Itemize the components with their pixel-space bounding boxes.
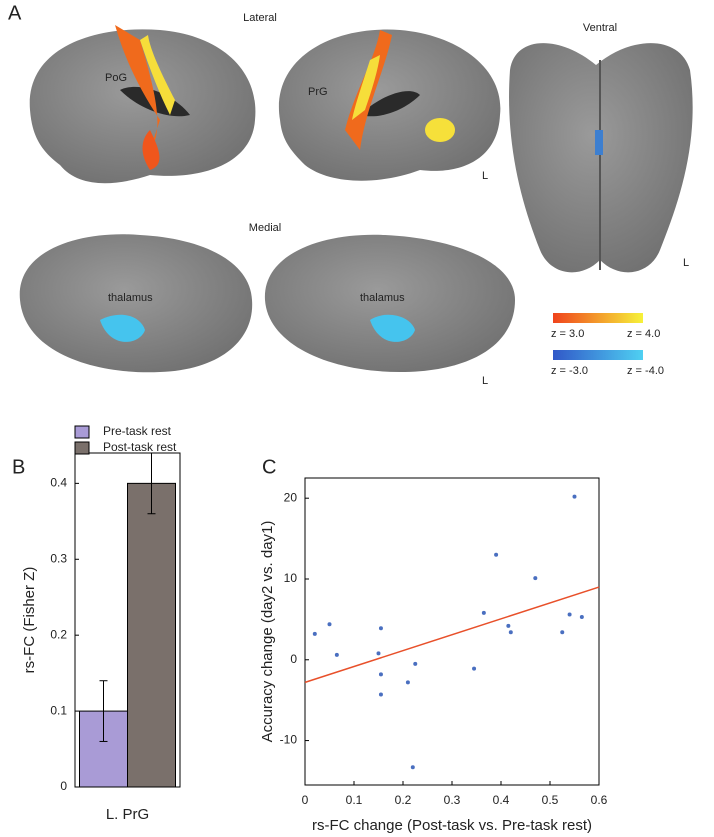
- scatter-point: [533, 576, 538, 581]
- activation: [142, 130, 160, 170]
- scatter-point: [567, 612, 572, 617]
- hemisphere-label: L: [482, 170, 488, 182]
- fit-line: [304, 586, 600, 684]
- activation: [140, 35, 175, 115]
- x-tick-label: 0.1: [346, 793, 363, 807]
- legend-label: Pre-task rest: [103, 424, 172, 438]
- scatter-point: [494, 552, 499, 557]
- view-label: Ventral: [583, 22, 617, 34]
- panel-label: B: [12, 456, 25, 478]
- colorbar-positive: [553, 313, 643, 323]
- colorbar-label: z = -3.0: [551, 365, 588, 377]
- x-tick-label: 0.3: [444, 793, 461, 807]
- scatter-point: [506, 623, 511, 628]
- hemisphere-label: L: [683, 257, 689, 269]
- charts: B 0 0.1 0.2 0.3 0.4 rs-FC (Fisher Z) L. PrG Pre-…: [12, 424, 608, 834]
- sulcus: [360, 91, 420, 117]
- x-tick-label: 0.2: [395, 793, 412, 807]
- scatter-point: [334, 652, 339, 657]
- scatter-point: [472, 666, 477, 671]
- y-axis-label: rs-FC (Fisher Z): [21, 567, 38, 674]
- y-tick-label: 10: [284, 571, 298, 585]
- y-tick-label: 0.1: [50, 703, 67, 717]
- colorbar-label: z = 4.0: [627, 328, 660, 340]
- y-tick-label: 0: [60, 779, 67, 793]
- activation: [595, 130, 603, 155]
- x-tick-label: 0.4: [493, 793, 510, 807]
- scatter-point: [405, 680, 410, 685]
- colorbar-label: z = -4.0: [627, 365, 664, 377]
- brain-medial-left: [19, 234, 253, 373]
- y-tick-label: 0.4: [50, 476, 67, 490]
- region-label: thalamus: [108, 292, 153, 304]
- region-label: thalamus: [360, 292, 405, 304]
- legend-swatch: [74, 425, 90, 439]
- y-tick-label: 0: [290, 652, 297, 666]
- brain-medial-right: [264, 234, 515, 372]
- x-tick-label: 0.6: [591, 793, 608, 807]
- region-label: PrG: [308, 86, 328, 98]
- thalamus-activation: [370, 314, 415, 342]
- activation: [425, 118, 455, 142]
- scatter-point: [378, 672, 383, 677]
- y-tick-label: -10: [280, 733, 298, 747]
- x-axis-label: rs-FC change (Post-task vs. Pre-task res…: [312, 817, 592, 834]
- bar: [127, 482, 176, 788]
- scatter-point: [508, 630, 513, 635]
- legend-swatch: [74, 441, 90, 455]
- view-label: Medial: [249, 222, 281, 234]
- x-tick-label: 0: [302, 793, 309, 807]
- thalamus-activation: [100, 314, 145, 342]
- panel-label: A: [8, 2, 22, 24]
- colorbar-label: z = 3.0: [551, 328, 584, 340]
- y-tick-label: 0.3: [50, 551, 67, 565]
- y-tick-label: 0.2: [50, 627, 67, 641]
- activation: [115, 25, 160, 150]
- scatter-point: [572, 494, 577, 499]
- brain-images: [19, 25, 693, 373]
- scatter-point: [560, 630, 565, 635]
- scatter-point: [327, 622, 332, 627]
- scatter-point: [481, 610, 486, 615]
- scatter-point: [312, 631, 317, 636]
- activation: [352, 55, 380, 120]
- colorbar-negative: [553, 350, 643, 360]
- y-axis-label: Accuracy change (day2 vs. day1): [259, 521, 276, 743]
- region-label: PoG: [105, 72, 127, 84]
- hemisphere-label: L: [482, 375, 488, 387]
- scatter-point: [413, 661, 418, 666]
- legend-label: Post-task rest: [103, 440, 177, 454]
- scatter-point: [376, 651, 381, 656]
- view-label: Lateral: [243, 12, 277, 24]
- plot-frame: [304, 477, 600, 786]
- y-tick-label: 20: [284, 490, 298, 504]
- x-tick-label: 0.5: [542, 793, 559, 807]
- scatter-point: [579, 614, 584, 619]
- scatter-point: [378, 626, 383, 631]
- scatter-point: [410, 765, 415, 770]
- x-tick-label: L. PrG: [106, 806, 149, 823]
- scatter-point: [378, 692, 383, 697]
- panel-label: C: [262, 456, 276, 478]
